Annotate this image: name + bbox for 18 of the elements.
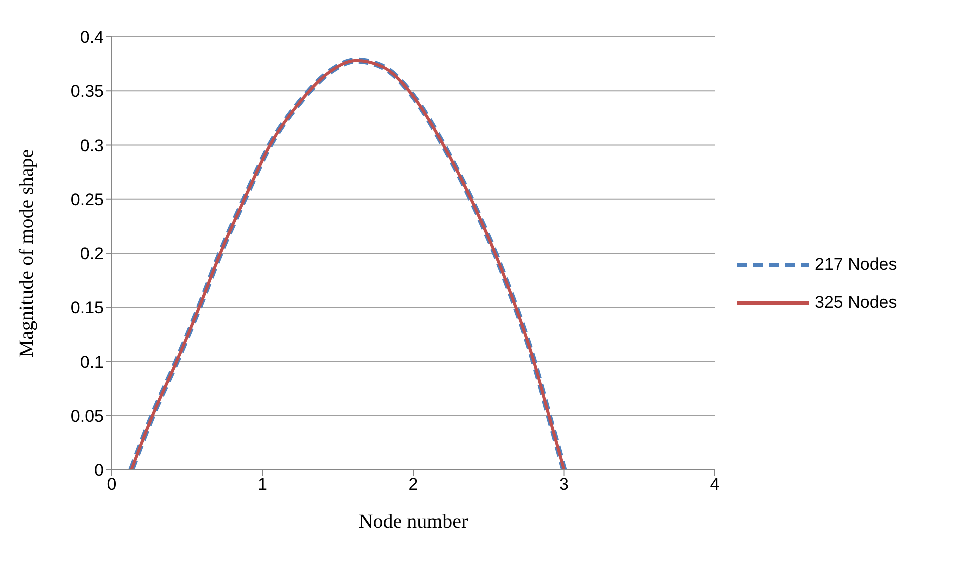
y-tick-label: 0.1 (80, 352, 104, 372)
y-tick-label: 0.35 (70, 82, 104, 102)
y-tick-label: 0.2 (80, 244, 104, 264)
x-tick-label: 1 (258, 475, 268, 494)
y-axis-title: Magnitude of mode shape (16, 149, 38, 358)
x-tick-label: 3 (560, 475, 569, 494)
legend-label: 217 Nodes (815, 255, 898, 275)
y-tick-label: 0 (94, 461, 104, 480)
y-tick-label: 0.15 (70, 298, 104, 318)
legend-label: 325 Nodes (815, 293, 898, 313)
x-tick-label: 0 (107, 475, 117, 494)
x-tick-label: 4 (710, 475, 720, 494)
y-tick-label: 0.05 (70, 406, 104, 426)
y-tick-label: 0.25 (70, 190, 104, 210)
y-tick-label: 0.4 (80, 28, 104, 48)
x-axis-title: Node number (358, 511, 469, 533)
x-tick-label: 2 (408, 475, 418, 494)
y-tick-label: 0.3 (80, 136, 104, 156)
